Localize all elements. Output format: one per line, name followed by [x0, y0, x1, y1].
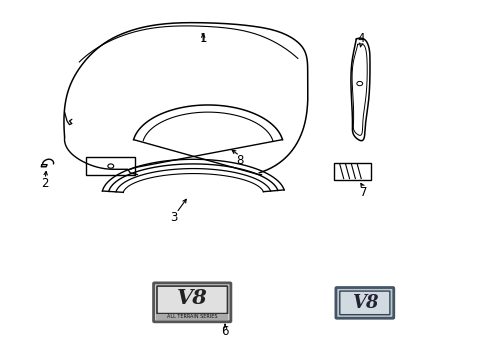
Text: 5: 5 — [364, 289, 371, 303]
Bar — [334, 163, 370, 180]
Text: 3: 3 — [170, 211, 177, 224]
Text: 8: 8 — [236, 154, 243, 167]
Text: V8: V8 — [177, 288, 207, 308]
FancyBboxPatch shape — [153, 283, 230, 322]
Text: 4: 4 — [357, 32, 364, 45]
Bar — [86, 157, 135, 175]
Text: 6: 6 — [221, 325, 228, 338]
Text: V8: V8 — [351, 294, 377, 312]
Text: 2: 2 — [41, 177, 49, 190]
Text: 7: 7 — [359, 186, 366, 199]
Bar — [156, 314, 227, 320]
Text: 1: 1 — [199, 32, 206, 45]
Text: ALL TERRAIN SERIES: ALL TERRAIN SERIES — [166, 314, 217, 319]
FancyBboxPatch shape — [339, 291, 389, 315]
FancyBboxPatch shape — [335, 288, 393, 318]
FancyBboxPatch shape — [157, 286, 227, 314]
